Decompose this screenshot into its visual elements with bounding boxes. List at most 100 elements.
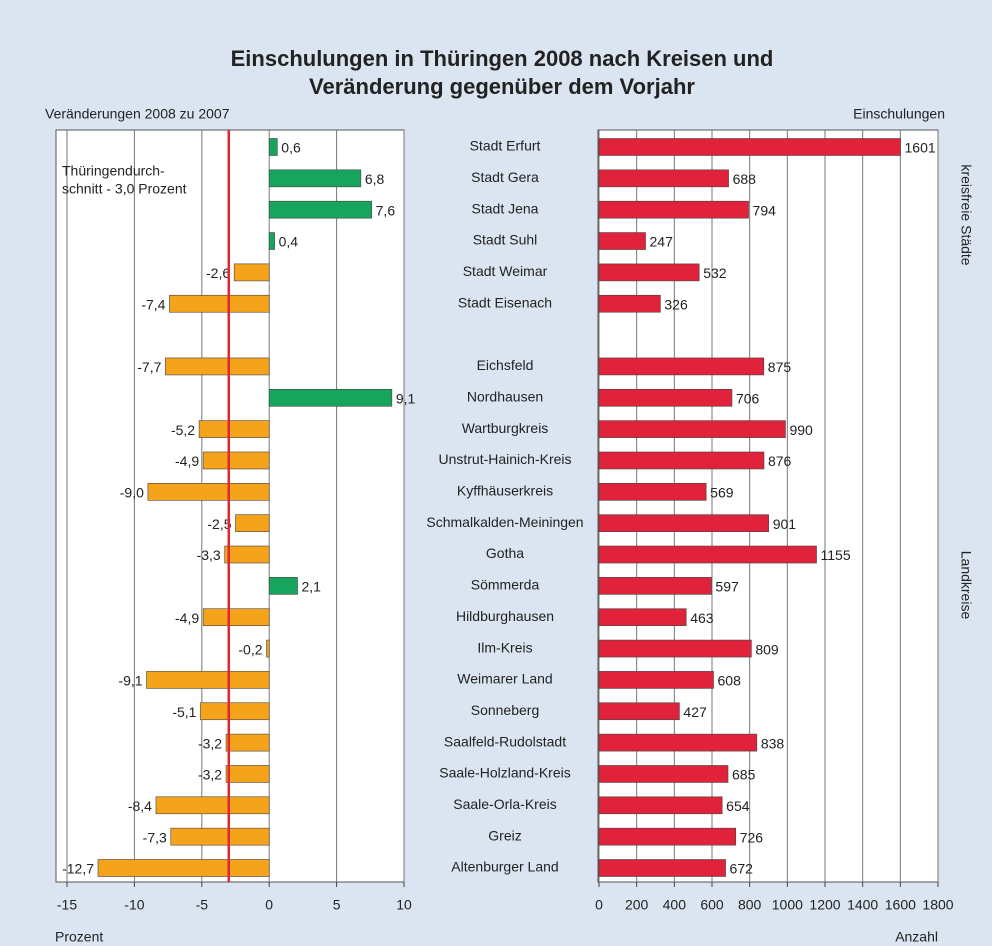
bar bbox=[598, 451, 765, 470]
data-label: 706 bbox=[736, 390, 760, 406]
bar bbox=[268, 169, 362, 188]
x-tick-label: 1800 bbox=[922, 897, 953, 913]
data-label: 326 bbox=[664, 296, 688, 312]
data-label: -4,9 bbox=[175, 453, 199, 469]
category-label: Stadt Jena bbox=[472, 200, 539, 216]
bar bbox=[598, 263, 700, 282]
category-label: Greiz bbox=[488, 827, 521, 843]
category-label: Unstrut-Hainich-Kreis bbox=[438, 451, 571, 467]
axis-title: Prozent bbox=[55, 929, 103, 945]
x-tick-label: 5 bbox=[333, 897, 341, 913]
category-label: Saalfeld-Rudolstadt bbox=[444, 733, 566, 749]
bar bbox=[598, 388, 733, 407]
x-tick-label: -15 bbox=[57, 897, 77, 913]
bar bbox=[598, 608, 687, 627]
category-label: Altenburger Land bbox=[451, 859, 558, 875]
bar bbox=[598, 702, 680, 721]
data-label: 597 bbox=[715, 579, 739, 595]
data-label: -8,4 bbox=[128, 798, 152, 814]
data-label: -5,1 bbox=[172, 704, 196, 720]
bar bbox=[200, 702, 270, 721]
bar bbox=[268, 232, 275, 250]
bar bbox=[598, 545, 817, 564]
x-tick-label: 800 bbox=[738, 897, 762, 913]
category-label: Ilm-Kreis bbox=[477, 639, 532, 655]
bar bbox=[598, 765, 729, 783]
bar bbox=[598, 671, 714, 689]
category-label: Saale-Holzland-Kreis bbox=[439, 765, 571, 781]
bar bbox=[146, 671, 270, 689]
data-label: 875 bbox=[768, 359, 792, 375]
bar bbox=[598, 796, 723, 815]
bar bbox=[169, 294, 270, 313]
category-label: Stadt Suhl bbox=[473, 232, 538, 248]
category-label: Wartburgkreis bbox=[462, 420, 549, 436]
data-label: -2,6 bbox=[206, 265, 230, 281]
data-label: 0,6 bbox=[281, 140, 301, 156]
category-label: Hildburghausen bbox=[456, 608, 554, 624]
bar bbox=[170, 827, 270, 846]
bar bbox=[598, 357, 765, 376]
data-label: 247 bbox=[650, 234, 674, 250]
x-tick-label: 200 bbox=[625, 897, 649, 913]
bar bbox=[268, 200, 372, 219]
data-label: 901 bbox=[773, 516, 797, 532]
x-tick-label: 1600 bbox=[885, 897, 916, 913]
data-label: -9,0 bbox=[120, 485, 144, 501]
data-label: 990 bbox=[789, 422, 813, 438]
data-label: 6,8 bbox=[365, 171, 385, 187]
bar bbox=[598, 420, 786, 438]
data-label: -3,2 bbox=[198, 767, 222, 783]
data-label: 9,1 bbox=[396, 390, 416, 406]
category-label: Kyffhäuserkreis bbox=[457, 483, 553, 499]
data-label: 532 bbox=[703, 265, 727, 281]
data-label: -2,5 bbox=[207, 516, 231, 532]
annotation: schnitt - 3,0 Prozent bbox=[62, 181, 187, 197]
data-label: 685 bbox=[732, 767, 756, 783]
bar bbox=[598, 169, 729, 188]
bar bbox=[266, 639, 270, 658]
data-label: 569 bbox=[710, 485, 734, 501]
bar bbox=[224, 545, 270, 564]
data-label: 2,1 bbox=[302, 579, 322, 595]
category-label: Nordhausen bbox=[467, 388, 543, 404]
bar bbox=[598, 232, 646, 250]
x-tick-label: 0 bbox=[595, 897, 603, 913]
category-label: Stadt Eisenach bbox=[458, 294, 552, 310]
annotation: Thüringendurch- bbox=[62, 163, 165, 179]
x-tick-label: 600 bbox=[700, 897, 724, 913]
data-label: -4,9 bbox=[175, 610, 199, 626]
bar bbox=[598, 483, 707, 501]
bar bbox=[598, 827, 737, 846]
data-label: 809 bbox=[755, 641, 779, 657]
category-label: Stadt Gera bbox=[471, 169, 539, 185]
bar bbox=[268, 388, 393, 407]
bar bbox=[233, 263, 270, 282]
category-label: Schmalkalden-Meiningen bbox=[426, 514, 583, 530]
bar bbox=[155, 796, 270, 815]
category-label: Gotha bbox=[486, 545, 524, 561]
category-label: Sonneberg bbox=[471, 702, 540, 718]
bar bbox=[165, 357, 270, 376]
data-label: -7,7 bbox=[137, 359, 161, 375]
data-label: 672 bbox=[730, 861, 754, 877]
data-label: 1601 bbox=[905, 140, 936, 156]
category-label: Sömmerda bbox=[471, 577, 540, 593]
data-label: -3,3 bbox=[197, 547, 221, 563]
bar bbox=[598, 733, 758, 752]
bar bbox=[198, 420, 270, 438]
category-label: Saale-Orla-Kreis bbox=[453, 796, 556, 812]
x-tick-label: 1200 bbox=[809, 897, 840, 913]
bar bbox=[598, 639, 752, 658]
bar bbox=[268, 577, 298, 595]
category-label: Eichsfeld bbox=[477, 357, 534, 373]
data-label: 1155 bbox=[821, 547, 851, 563]
x-tick-label: 1000 bbox=[772, 897, 803, 913]
x-tick-label: 1400 bbox=[847, 897, 878, 913]
data-label: 427 bbox=[683, 704, 707, 720]
data-label: -12,7 bbox=[62, 861, 94, 877]
data-label: -3,2 bbox=[198, 735, 222, 751]
bar bbox=[202, 608, 270, 627]
data-label: 654 bbox=[726, 798, 750, 814]
